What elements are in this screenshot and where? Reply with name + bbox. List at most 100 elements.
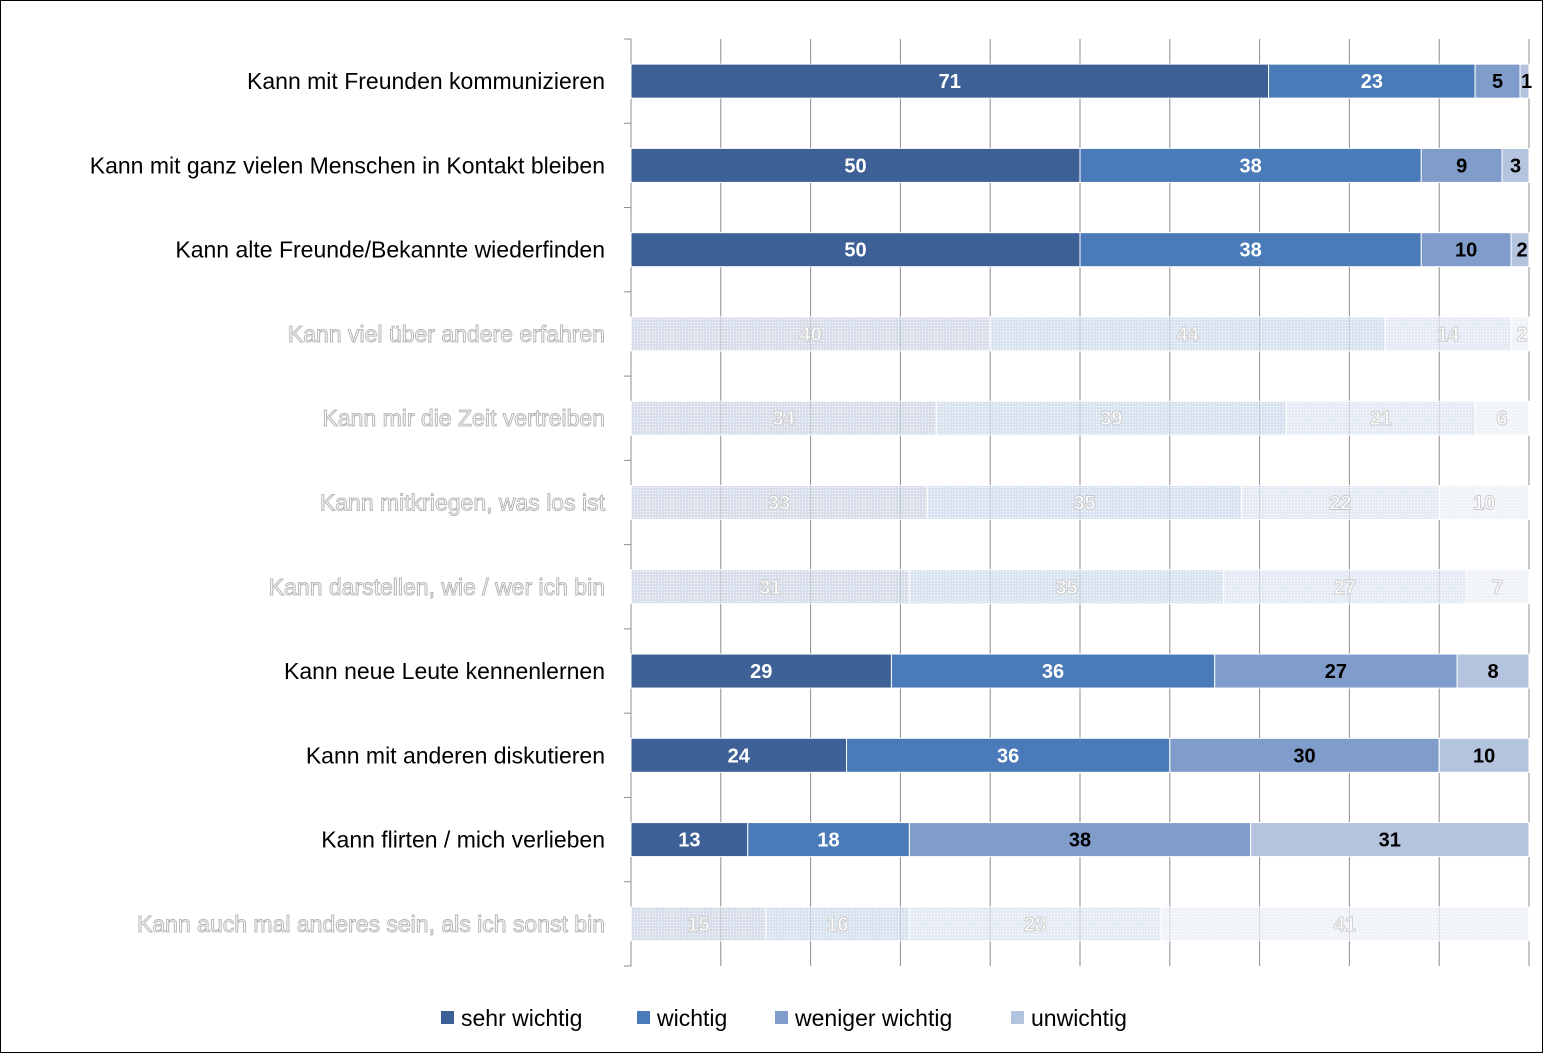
bar-segment bbox=[1169, 737, 1440, 773]
bar-segment bbox=[1420, 232, 1512, 268]
labels: Kann mit Freunden kommunizieren 71 23 5 1Kan… bbox=[90, 68, 1532, 937]
value-label: 34 bbox=[773, 408, 796, 430]
value-label: 7 bbox=[1492, 577, 1503, 599]
category-label: Kann viel über andere erfahren bbox=[288, 321, 605, 347]
bar-segment bbox=[630, 822, 749, 858]
bar-texture bbox=[936, 401, 1287, 436]
value-label: 6 bbox=[1496, 408, 1507, 430]
category-label: Kann mit Freunden kommunizieren bbox=[247, 68, 605, 94]
bar-segment bbox=[890, 653, 1216, 689]
value-label: 21 bbox=[1370, 408, 1392, 430]
value-label: 38 bbox=[1239, 240, 1261, 262]
value-label: 10 bbox=[1473, 745, 1495, 767]
category-label: Kann mitkriegen, was los ist bbox=[320, 490, 606, 516]
bar-segment bbox=[630, 653, 892, 689]
category-label: Kann alte Freunde/Bekannte wiederfinden bbox=[175, 237, 605, 263]
value-label: 8 bbox=[1488, 661, 1499, 683]
value-label: 15 bbox=[687, 914, 709, 936]
value-label: 33 bbox=[768, 493, 790, 515]
value-label: 23 bbox=[1361, 71, 1383, 93]
value-label: 36 bbox=[997, 745, 1019, 767]
bar-texture bbox=[1241, 485, 1440, 520]
bar-segment bbox=[1214, 653, 1458, 689]
bar-segment bbox=[1519, 63, 1530, 99]
value-label: 24 bbox=[728, 745, 751, 767]
bar-segment bbox=[1456, 653, 1530, 689]
value-label: 3 bbox=[1510, 155, 1521, 177]
value-label: 10 bbox=[1455, 240, 1477, 262]
value-label: 31 bbox=[759, 577, 781, 599]
value-label: 71 bbox=[939, 71, 961, 93]
category-label: Kann darstellen, wie / wer ich bin bbox=[269, 574, 605, 600]
bar-texture bbox=[765, 906, 910, 941]
bar-texture bbox=[631, 569, 910, 604]
bar-texture bbox=[1511, 316, 1529, 351]
bar-texture bbox=[1385, 316, 1512, 351]
category-label: Kann mit ganz vielen Menschen in Kontakt… bbox=[90, 152, 605, 178]
bar-segment bbox=[1079, 147, 1422, 183]
value-label: 41 bbox=[1334, 914, 1356, 936]
legend-swatch bbox=[441, 1011, 454, 1024]
legend-label: weniger wichtig bbox=[794, 1005, 952, 1031]
bar-texture bbox=[909, 569, 1224, 604]
bar-texture bbox=[631, 485, 928, 520]
value-label: 39 bbox=[1100, 408, 1122, 430]
value-label: 13 bbox=[678, 830, 700, 852]
value-label: 16 bbox=[826, 914, 848, 936]
bar-segment bbox=[1268, 63, 1476, 99]
bar-texture bbox=[927, 485, 1242, 520]
value-label: 5 bbox=[1492, 71, 1503, 93]
bar-segment bbox=[747, 822, 910, 858]
bar-texture bbox=[1160, 906, 1529, 941]
value-label: 50 bbox=[844, 155, 866, 177]
value-label: 2 bbox=[1516, 324, 1527, 346]
category-label: Kann mit anderen diskutieren bbox=[306, 742, 605, 768]
value-label: 35 bbox=[1055, 577, 1077, 599]
bars bbox=[630, 63, 1530, 942]
bar-texture bbox=[990, 316, 1386, 351]
bar-segment bbox=[630, 63, 1270, 99]
value-label: 10 bbox=[1473, 493, 1495, 515]
legend-swatch bbox=[775, 1011, 788, 1024]
bar-segment bbox=[630, 232, 1081, 268]
bar-segment bbox=[630, 147, 1081, 183]
category-label: Kann flirten / mich verlieben bbox=[321, 827, 605, 853]
value-label: 44 bbox=[1177, 324, 1200, 346]
bar-texture bbox=[631, 401, 937, 436]
category-label: Kann auch mal anderes sein, als ich sons… bbox=[137, 911, 605, 937]
bar-texture bbox=[1475, 401, 1529, 436]
value-label: 40 bbox=[799, 324, 821, 346]
value-label: 14 bbox=[1437, 324, 1460, 346]
category-label: Kann neue Leute kennenlernen bbox=[284, 658, 605, 684]
value-label: 27 bbox=[1325, 661, 1347, 683]
legend: sehr wichtig wichtig weniger wichtig unwich… bbox=[441, 1005, 1127, 1031]
bar-texture bbox=[1223, 569, 1467, 604]
legend-swatch bbox=[637, 1011, 650, 1024]
bar-texture bbox=[631, 906, 766, 941]
bar-texture bbox=[1466, 569, 1529, 604]
bar-segment bbox=[630, 737, 848, 773]
bar-segment bbox=[1250, 822, 1530, 858]
bar-segment bbox=[1474, 63, 1521, 99]
value-label: 9 bbox=[1456, 155, 1467, 177]
bar-segment bbox=[1079, 232, 1422, 268]
bar-segment bbox=[1420, 147, 1503, 183]
value-label: 2 bbox=[1516, 240, 1527, 262]
value-label: 28 bbox=[1024, 914, 1046, 936]
value-label: 31 bbox=[1379, 830, 1401, 852]
bar-texture bbox=[1439, 485, 1529, 520]
legend-swatch bbox=[1011, 1011, 1024, 1024]
legend-label: sehr wichtig bbox=[461, 1005, 582, 1031]
value-label: 38 bbox=[1069, 830, 1091, 852]
value-label: 50 bbox=[844, 240, 866, 262]
bar-segment bbox=[1510, 232, 1530, 268]
category-label: Kann mir die Zeit vertreiben bbox=[322, 405, 605, 431]
value-label: 35 bbox=[1073, 493, 1095, 515]
value-label: 22 bbox=[1329, 493, 1351, 515]
bar-segment bbox=[846, 737, 1171, 773]
value-label: 29 bbox=[750, 661, 772, 683]
value-label: 30 bbox=[1293, 745, 1315, 767]
bar-segment bbox=[1438, 737, 1530, 773]
